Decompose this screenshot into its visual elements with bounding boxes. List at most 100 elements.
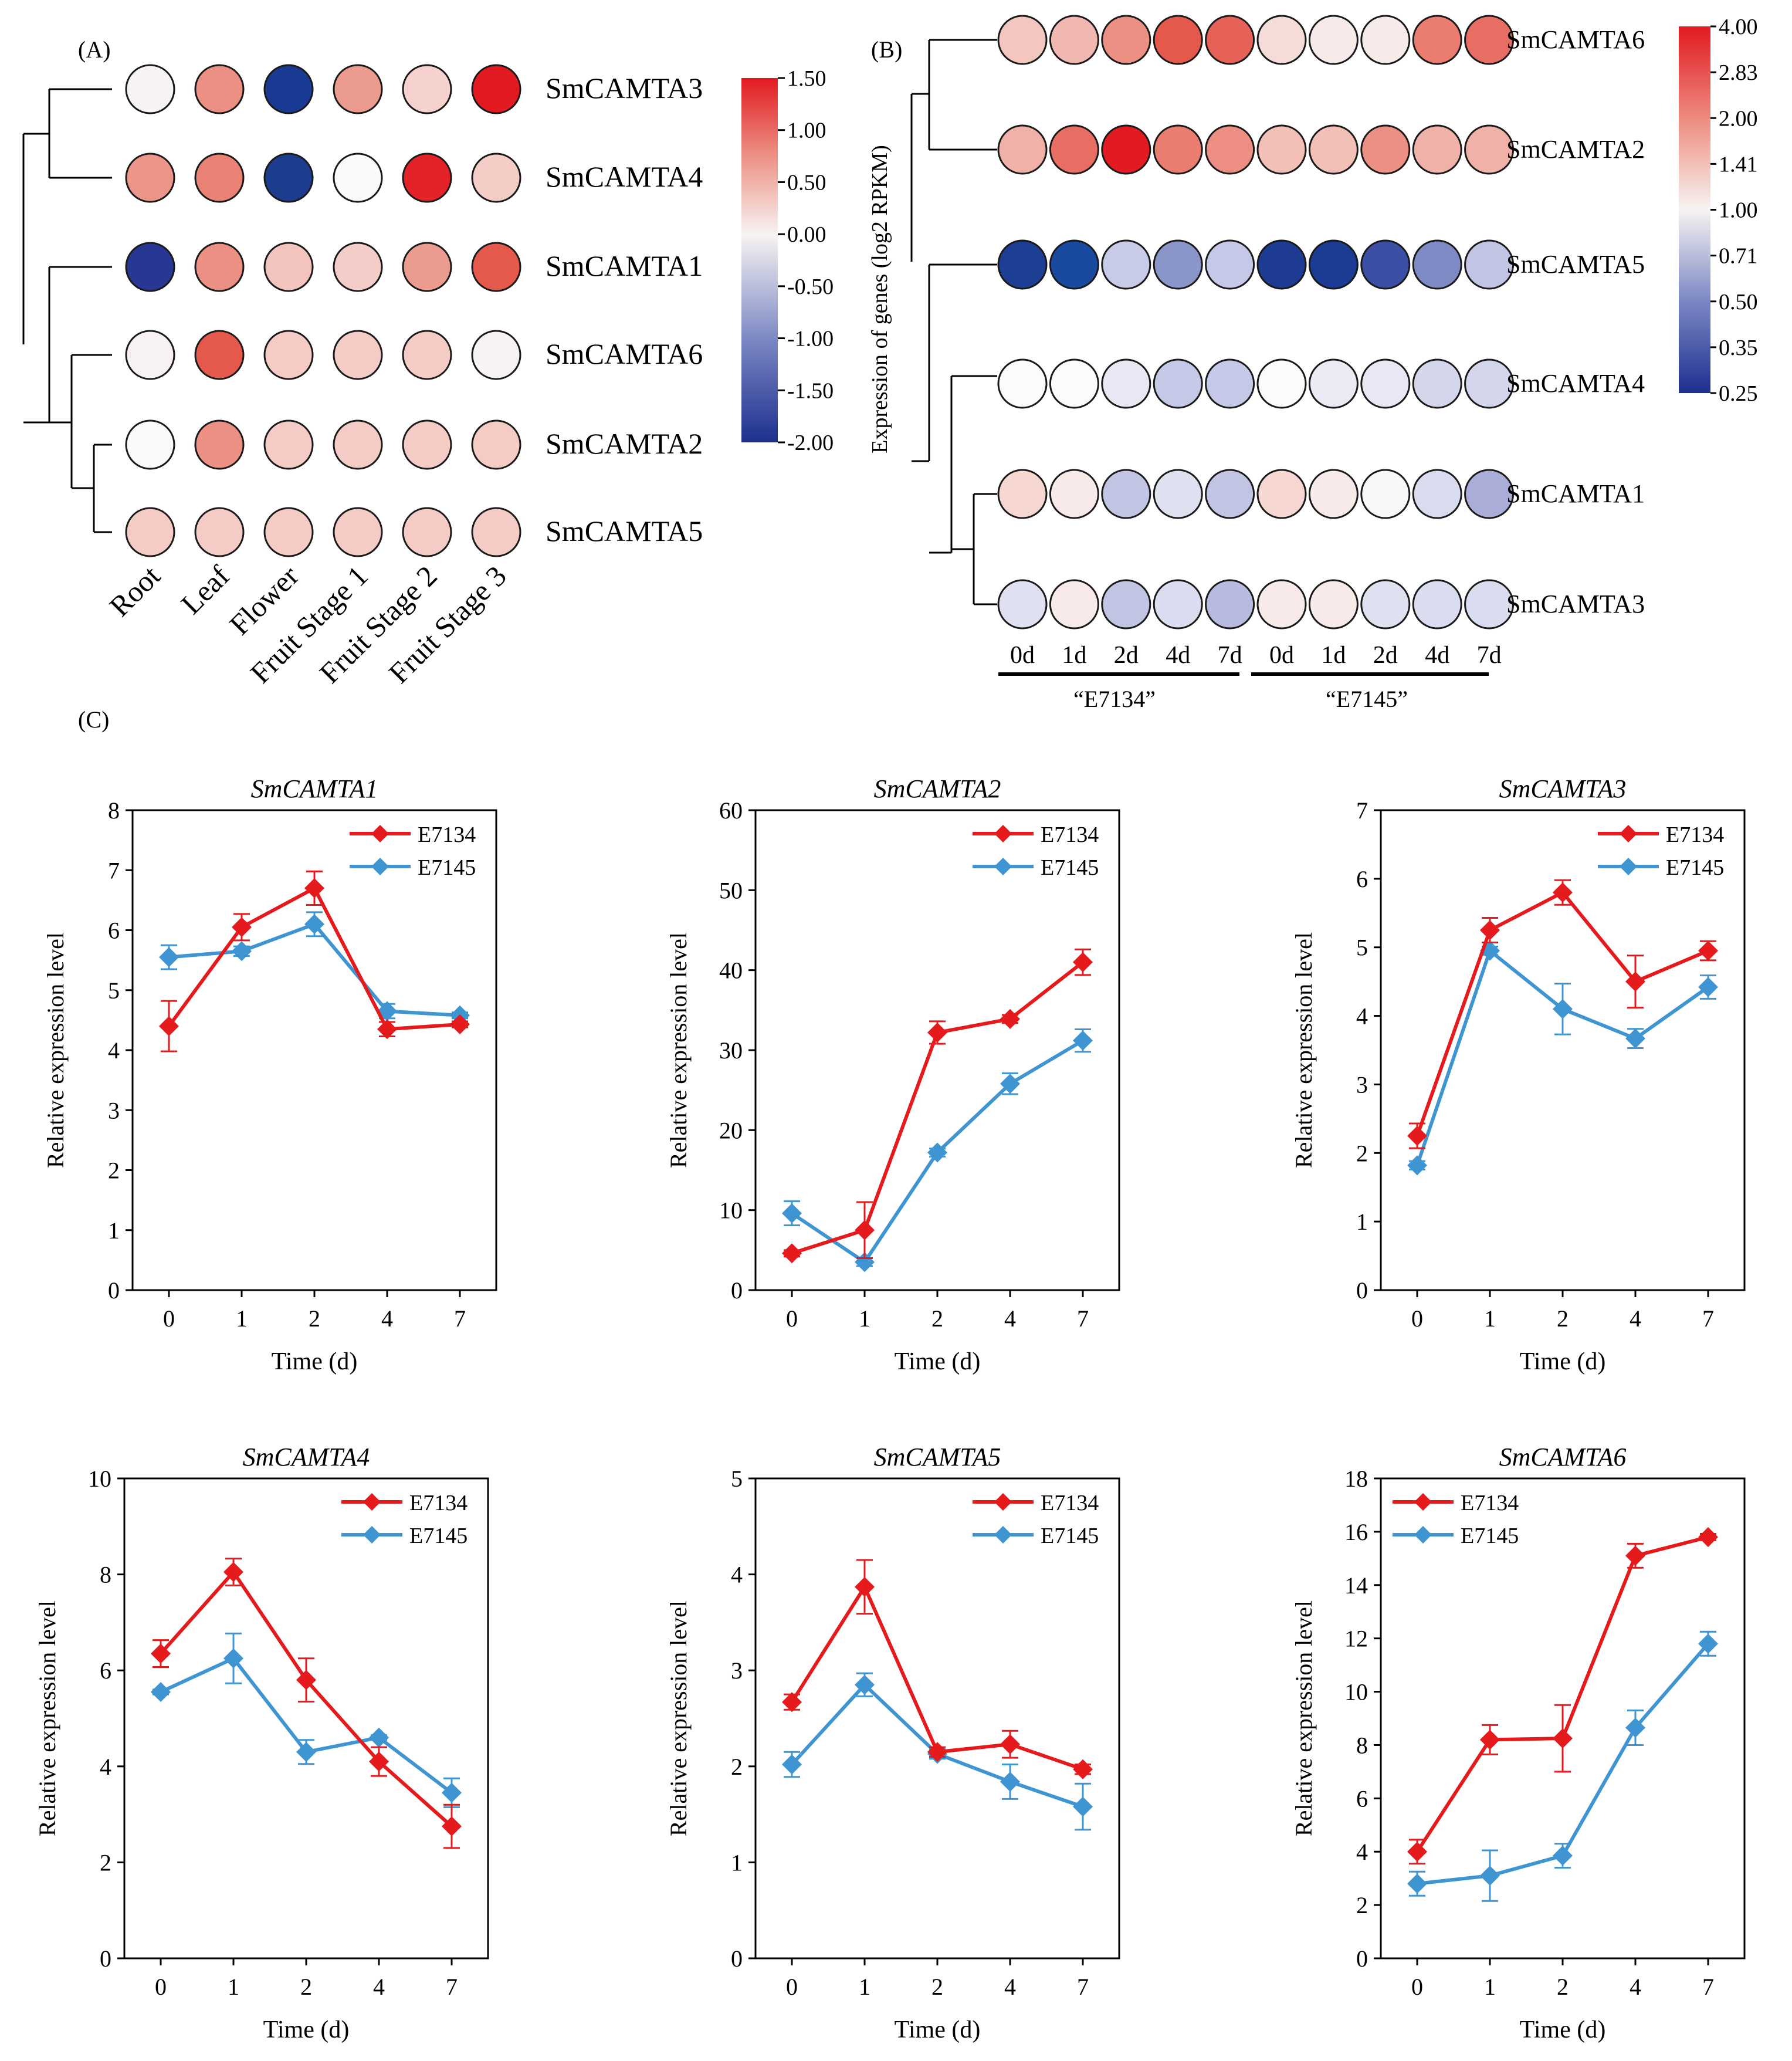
series-e7145 <box>1407 1630 1718 1902</box>
heatmap-a-cell-smcamta2-flower <box>263 419 314 470</box>
heatmap-b-cell-smcamta4-1d-e7134 <box>1049 358 1099 409</box>
legend-marker-e7145 <box>371 858 389 875</box>
y-tick-label: 0 <box>100 1945 111 1972</box>
day-label-1d: 1d <box>1062 642 1086 669</box>
chart-title: SmCAMTA4 <box>243 1443 370 1471</box>
gene-label-a-smcamta4: SmCAMTA4 <box>546 160 703 193</box>
chart-frame <box>123 1477 489 1960</box>
series-e7134 <box>782 948 1093 1264</box>
y-tick-label: 0 <box>1356 1277 1368 1304</box>
heatmap-b-cell-smcamta3-2d-e7145 <box>1360 579 1411 630</box>
data-point-e7145 <box>1698 1633 1718 1654</box>
data-point-e7145 <box>1000 1074 1020 1094</box>
series-e7134 <box>151 1558 462 1849</box>
heatmap-b-cell-smcamta3-4d-e7145 <box>1412 579 1462 630</box>
gene-label-a-smcamta3: SmCAMTA3 <box>546 72 703 104</box>
x-tick-label: 0 <box>155 1974 167 2000</box>
panel-a-colorbar <box>741 78 778 442</box>
x-tick-label: 1 <box>859 1305 870 1332</box>
x-tick-label: 7 <box>446 1974 458 2000</box>
series-line-e7134 <box>167 885 460 1031</box>
data-point-e7145 <box>855 1674 875 1695</box>
x-tick-label: 0 <box>786 1974 798 2000</box>
series-e7134 <box>1407 879 1718 1149</box>
legend-marker-e7145 <box>1414 1526 1432 1544</box>
gene-label-a-smcamta5: SmCAMTA5 <box>546 515 703 547</box>
data-point-e7145 <box>782 1754 802 1775</box>
x-tick-label: 2 <box>931 1305 943 1332</box>
x-axis-label: Time (d) <box>895 1348 981 1375</box>
heatmap-b-cell-smcamta2-0d-e7145 <box>1256 124 1307 175</box>
data-point-e7145 <box>1407 1873 1427 1894</box>
heatmap-b-cell-smcamta6-0d-e7134 <box>997 15 1048 65</box>
panel-a-colorbar-ticks: 1.50 1.00 0.50 0.00 -0.50 -1.00 -1.50 -2.00 <box>778 66 834 455</box>
data-point-e7134 <box>232 917 252 938</box>
y-tick-label: 18 <box>1344 1466 1368 1492</box>
heatmap-a-cell-smcamta5-leaf <box>194 507 245 557</box>
heatmap-b-cell-smcamta1-0d-e7134 <box>997 469 1048 519</box>
colorbar-a-tick-label: -1.50 <box>787 378 834 403</box>
data-point-e7145 <box>151 1682 171 1703</box>
data-point-e7145 <box>1073 1796 1093 1817</box>
heatmap-a-cell-smcamta1-fruit-stage-1 <box>333 242 383 292</box>
heatmap-b-cell-smcamta1-2d-e7134 <box>1101 469 1151 519</box>
heatmap-b-cell-smcamta6-1d-e7134 <box>1049 15 1099 65</box>
panel-a-gene-labels: SmCAMTA3 SmCAMTA4 SmCAMTA1 SmCAMTA6 SmCAMTA2… <box>546 72 703 547</box>
y-tick-label: 6 <box>100 1657 111 1684</box>
data-point-e7134 <box>1480 920 1500 940</box>
heatmap-b-cell-smcamta5-4d-e7134 <box>1153 239 1203 290</box>
y-tick-label: 7 <box>1356 797 1368 824</box>
heatmap-a-cell-smcamta1-fruit-stage-3 <box>471 242 521 292</box>
series-line-e7134 <box>790 1583 1083 1771</box>
series-line-e7134 <box>791 960 1084 1255</box>
data-point-e7145 <box>1553 1846 1573 1866</box>
heatmap-b-cell-smcamta2-4d-e7134 <box>1153 124 1203 175</box>
heatmap-b-cell-smcamta4-4d-e7145 <box>1412 358 1462 409</box>
x-tick-label: 4 <box>1630 1305 1641 1332</box>
chart-smcamta5: SmCAMTA5 0 1 2 3 4 5 0 1 2 4 7 Time (d) Relative expr… <box>665 1443 1120 2043</box>
data-point-e7134 <box>1553 1728 1573 1749</box>
chart-title: SmCAMTA3 <box>1499 774 1627 803</box>
heatmap-b-cell-smcamta4-7d-e7134 <box>1205 358 1255 409</box>
y-tick-label: 5 <box>731 1466 743 1492</box>
y-tick-label: 6 <box>1356 866 1368 892</box>
data-point-e7145 <box>1698 977 1718 997</box>
heatmap-b-cell-smcamta5-7d-e7145 <box>1464 239 1515 290</box>
series-e7134 <box>782 1559 1093 1779</box>
panel-b-colorbar <box>1679 26 1710 393</box>
legend-label-e7134: E7134 <box>1041 823 1099 847</box>
legend-label-e7145: E7145 <box>418 855 476 880</box>
y-tick-label: 4 <box>1356 1839 1368 1865</box>
y-tick-label: 16 <box>1344 1519 1368 1545</box>
heatmap-a-cell-smcamta3-fruit-stage-2 <box>402 64 452 114</box>
legend-label-e7145: E7145 <box>1041 1524 1099 1548</box>
y-tick-label: 8 <box>100 1562 111 1588</box>
legend-marker-e7134 <box>994 1493 1012 1511</box>
heatmap-a-cell-smcamta6-leaf <box>194 330 245 380</box>
y-tick-label: 4 <box>108 1037 120 1064</box>
y-tick-label: 3 <box>1356 1071 1368 1098</box>
heatmap-b-cell-smcamta4-1d-e7145 <box>1308 358 1359 409</box>
data-point-e7134 <box>782 1243 802 1264</box>
y-tick-label: 0 <box>1356 1945 1368 1972</box>
x-tick-label: 0 <box>786 1305 798 1332</box>
y-tick-label: 14 <box>1344 1572 1368 1599</box>
panel-b-gene-labels: SmCAMTA6 SmCAMTA2 SmCAMTA5 SmCAMTA4 SmCAMTA1… <box>1506 25 1645 618</box>
y-tick-label: 60 <box>719 797 743 824</box>
panel-b-heatmap: Expression of genes (log2 RPKM) SmCAMTA6… <box>868 15 1758 712</box>
x-tick-label: 7 <box>1077 1305 1089 1332</box>
y-tick-label: 20 <box>719 1117 743 1143</box>
heatmap-b-cell-smcamta2-2d-e7145 <box>1360 124 1411 175</box>
panel-a-dendrogram <box>22 88 112 533</box>
y-tick-label: 30 <box>719 1037 743 1064</box>
chart-smcamta4: SmCAMTA4 0 2 4 6 8 10 0 1 2 4 7 Time (d) Relative exp… <box>34 1443 489 2043</box>
group-label-e7145: “E7145” <box>1326 686 1408 712</box>
y-tick-label: 0 <box>731 1277 743 1304</box>
chart-title: SmCAMTA1 <box>251 774 378 803</box>
y-tick-label: 3 <box>108 1097 120 1123</box>
x-tick-label: 1 <box>859 1974 870 2000</box>
data-point-e7134 <box>1480 1730 1500 1750</box>
x-axis-label: Time (d) <box>272 1348 358 1375</box>
heatmap-a-cell-smcamta3-fruit-stage-3 <box>471 64 521 114</box>
